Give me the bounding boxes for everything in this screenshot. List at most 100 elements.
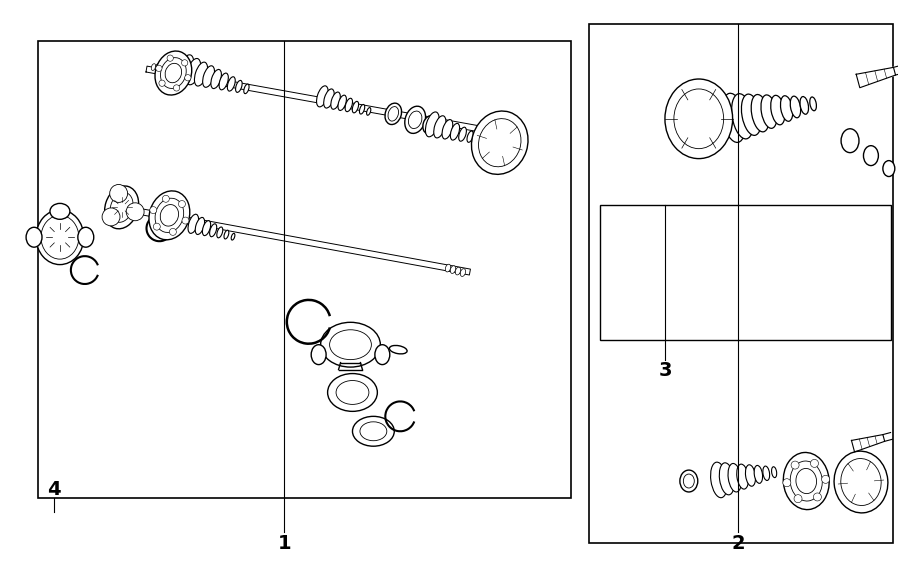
Ellipse shape [375, 345, 390, 365]
Polygon shape [146, 66, 490, 134]
Ellipse shape [336, 380, 369, 404]
Ellipse shape [195, 217, 204, 235]
Ellipse shape [796, 468, 816, 494]
Ellipse shape [224, 230, 229, 239]
Ellipse shape [763, 466, 769, 480]
Ellipse shape [732, 94, 753, 139]
Ellipse shape [174, 85, 180, 91]
Ellipse shape [324, 89, 334, 108]
Ellipse shape [169, 229, 176, 235]
Ellipse shape [162, 195, 169, 202]
Ellipse shape [390, 345, 407, 354]
Ellipse shape [160, 58, 186, 88]
Ellipse shape [665, 79, 733, 159]
Ellipse shape [126, 203, 144, 221]
Ellipse shape [360, 422, 387, 441]
Ellipse shape [41, 215, 79, 259]
Ellipse shape [783, 452, 829, 510]
Ellipse shape [771, 467, 777, 477]
Ellipse shape [102, 208, 120, 226]
Ellipse shape [156, 64, 159, 70]
Polygon shape [856, 67, 896, 88]
Ellipse shape [50, 204, 70, 219]
Ellipse shape [423, 116, 437, 134]
Ellipse shape [167, 55, 174, 61]
Ellipse shape [184, 75, 191, 81]
Ellipse shape [186, 58, 201, 85]
Ellipse shape [210, 224, 217, 236]
Ellipse shape [110, 184, 128, 202]
Ellipse shape [149, 191, 190, 240]
Ellipse shape [110, 192, 133, 222]
Ellipse shape [77, 227, 94, 247]
Ellipse shape [737, 464, 749, 489]
Ellipse shape [794, 494, 802, 503]
Ellipse shape [202, 221, 211, 236]
Ellipse shape [328, 374, 377, 412]
Ellipse shape [405, 106, 426, 133]
Ellipse shape [752, 95, 770, 132]
Ellipse shape [160, 205, 178, 226]
Ellipse shape [236, 81, 242, 92]
Ellipse shape [783, 479, 791, 486]
Ellipse shape [674, 89, 724, 149]
Ellipse shape [467, 131, 473, 142]
Ellipse shape [182, 217, 189, 224]
Ellipse shape [711, 462, 727, 498]
Ellipse shape [770, 95, 785, 125]
Ellipse shape [163, 64, 167, 70]
Ellipse shape [228, 77, 235, 91]
Ellipse shape [359, 104, 364, 114]
Ellipse shape [680, 470, 698, 492]
Ellipse shape [479, 119, 521, 167]
Ellipse shape [155, 198, 184, 232]
Ellipse shape [182, 60, 188, 66]
Ellipse shape [36, 210, 84, 265]
Ellipse shape [434, 116, 446, 138]
Ellipse shape [244, 84, 249, 94]
Ellipse shape [385, 103, 401, 125]
Ellipse shape [719, 463, 734, 495]
Ellipse shape [683, 474, 694, 488]
Ellipse shape [345, 98, 353, 112]
Ellipse shape [760, 95, 777, 128]
Ellipse shape [211, 69, 221, 88]
Ellipse shape [156, 65, 162, 71]
Ellipse shape [460, 269, 465, 277]
Bar [589, 24, 894, 543]
Ellipse shape [329, 330, 372, 359]
Ellipse shape [219, 73, 229, 90]
Ellipse shape [834, 451, 888, 513]
Ellipse shape [409, 111, 422, 129]
Ellipse shape [841, 459, 881, 506]
Bar [600, 205, 891, 340]
Ellipse shape [790, 461, 823, 501]
Ellipse shape [151, 64, 156, 70]
Ellipse shape [728, 463, 742, 492]
Ellipse shape [472, 111, 528, 175]
Ellipse shape [167, 64, 172, 70]
Ellipse shape [194, 62, 208, 86]
Ellipse shape [722, 94, 745, 142]
Ellipse shape [104, 186, 139, 229]
Ellipse shape [155, 51, 192, 95]
Bar [38, 41, 571, 498]
Ellipse shape [178, 55, 194, 83]
Ellipse shape [149, 206, 157, 214]
Ellipse shape [754, 466, 762, 483]
Ellipse shape [317, 86, 328, 107]
Polygon shape [851, 434, 885, 452]
Ellipse shape [202, 66, 214, 87]
Ellipse shape [338, 95, 346, 111]
Ellipse shape [450, 124, 460, 140]
Ellipse shape [814, 493, 822, 501]
Ellipse shape [822, 475, 830, 483]
Ellipse shape [791, 461, 799, 469]
Ellipse shape [320, 322, 381, 367]
Ellipse shape [446, 264, 451, 272]
Ellipse shape [366, 108, 371, 115]
Ellipse shape [159, 80, 166, 86]
Text: 2: 2 [732, 534, 745, 553]
Ellipse shape [742, 94, 761, 136]
Ellipse shape [810, 97, 816, 111]
